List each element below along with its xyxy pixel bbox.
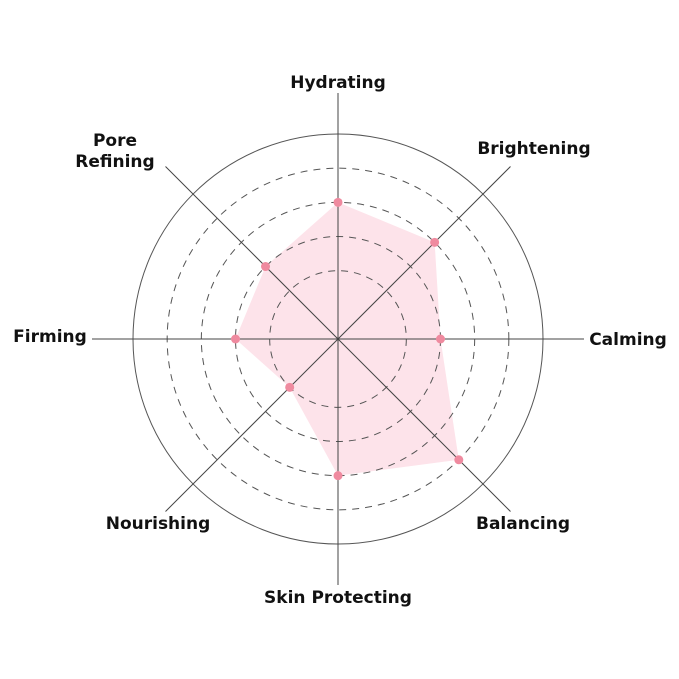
axis-label: Calming [589,330,667,350]
axis-label: Hydrating [290,73,386,93]
axis-label: Pore Refining [75,131,154,172]
axis-label-line: Firming [13,327,87,347]
axis-label-line: Brightening [477,139,590,159]
axis-line [165,338,339,512]
axis-label-line: Hydrating [290,73,386,93]
axis-label: Firming [13,327,87,347]
data-point [231,334,240,344]
data-point [430,237,440,247]
data-point [285,382,295,392]
axis-label: Brightening [477,139,590,159]
data-point [333,197,343,207]
axis-label-line: Calming [589,330,667,350]
axis-label-line: Nourishing [106,514,211,534]
axis-label: Balancing [476,514,570,534]
axis-label: Skin Protecting [264,588,412,608]
axis-line [337,166,511,340]
axis-label-line: Refining [75,152,154,172]
axis-line [165,166,339,340]
axis-label-line: Skin Protecting [264,588,412,608]
data-point [436,334,445,344]
axis-line [337,338,511,512]
axis-label-line: Balancing [476,514,570,534]
data-point [261,262,271,272]
axis-label: Nourishing [106,514,211,534]
data-point [333,471,343,481]
data-point [454,455,464,465]
axis-label-line: Pore [93,131,137,151]
